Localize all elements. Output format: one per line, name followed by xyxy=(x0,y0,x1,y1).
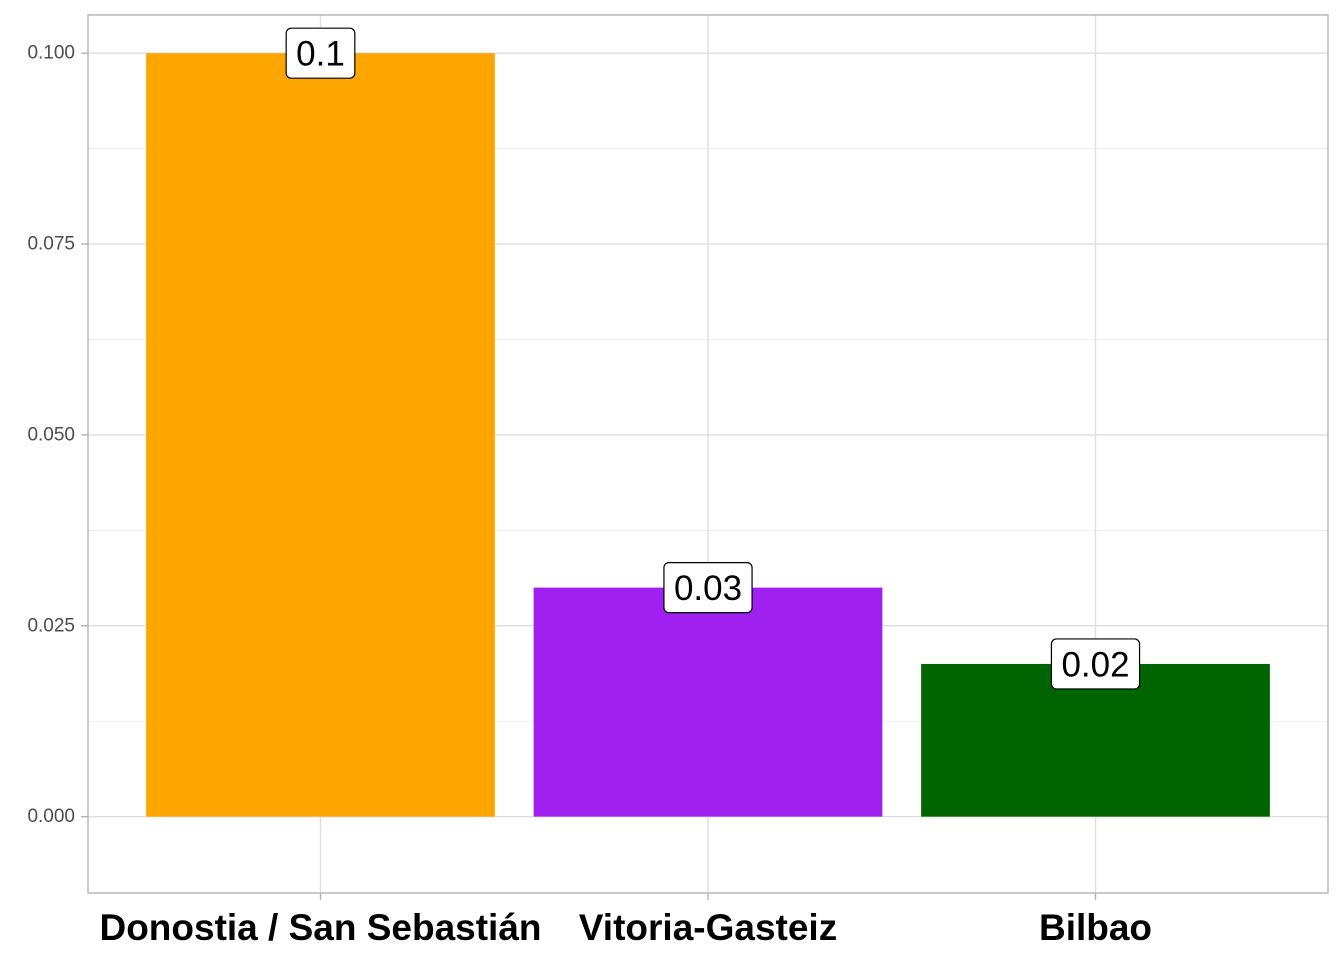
bars xyxy=(146,53,1270,817)
data-labels: 0.1 0.03 0.02 xyxy=(285,27,1141,690)
y-tick-label: 0.075 xyxy=(27,234,75,255)
y-tick-label: 0.025 xyxy=(27,615,75,636)
x-axis: Donostia / San Sebastián Vitoria-Gasteiz B… xyxy=(99,893,1152,948)
x-tick-label: Donostia / San Sebastián xyxy=(99,907,541,948)
data-label-box xyxy=(285,27,356,79)
y-axis: 0.000 0.025 0.050 0.075 0.100 xyxy=(27,43,88,827)
data-label: 0.02 xyxy=(1050,638,1141,690)
data-label-box xyxy=(1050,638,1141,690)
x-tick-label: Bilbao xyxy=(1039,907,1152,948)
bar xyxy=(533,587,883,817)
x-tick-label: Vitoria-Gasteiz xyxy=(579,907,837,948)
bar xyxy=(146,53,495,817)
data-label: 0.1 xyxy=(285,27,356,79)
data-label: 0.03 xyxy=(663,562,753,614)
y-tick-label: 0.000 xyxy=(27,806,75,827)
data-label-text: 0.02 xyxy=(1061,645,1129,684)
data-label-box xyxy=(663,562,753,614)
data-label-text: 0.03 xyxy=(674,569,742,608)
data-label-text: 0.1 xyxy=(296,35,345,74)
y-tick-label: 0.100 xyxy=(27,43,75,64)
y-tick-label: 0.050 xyxy=(27,424,75,445)
